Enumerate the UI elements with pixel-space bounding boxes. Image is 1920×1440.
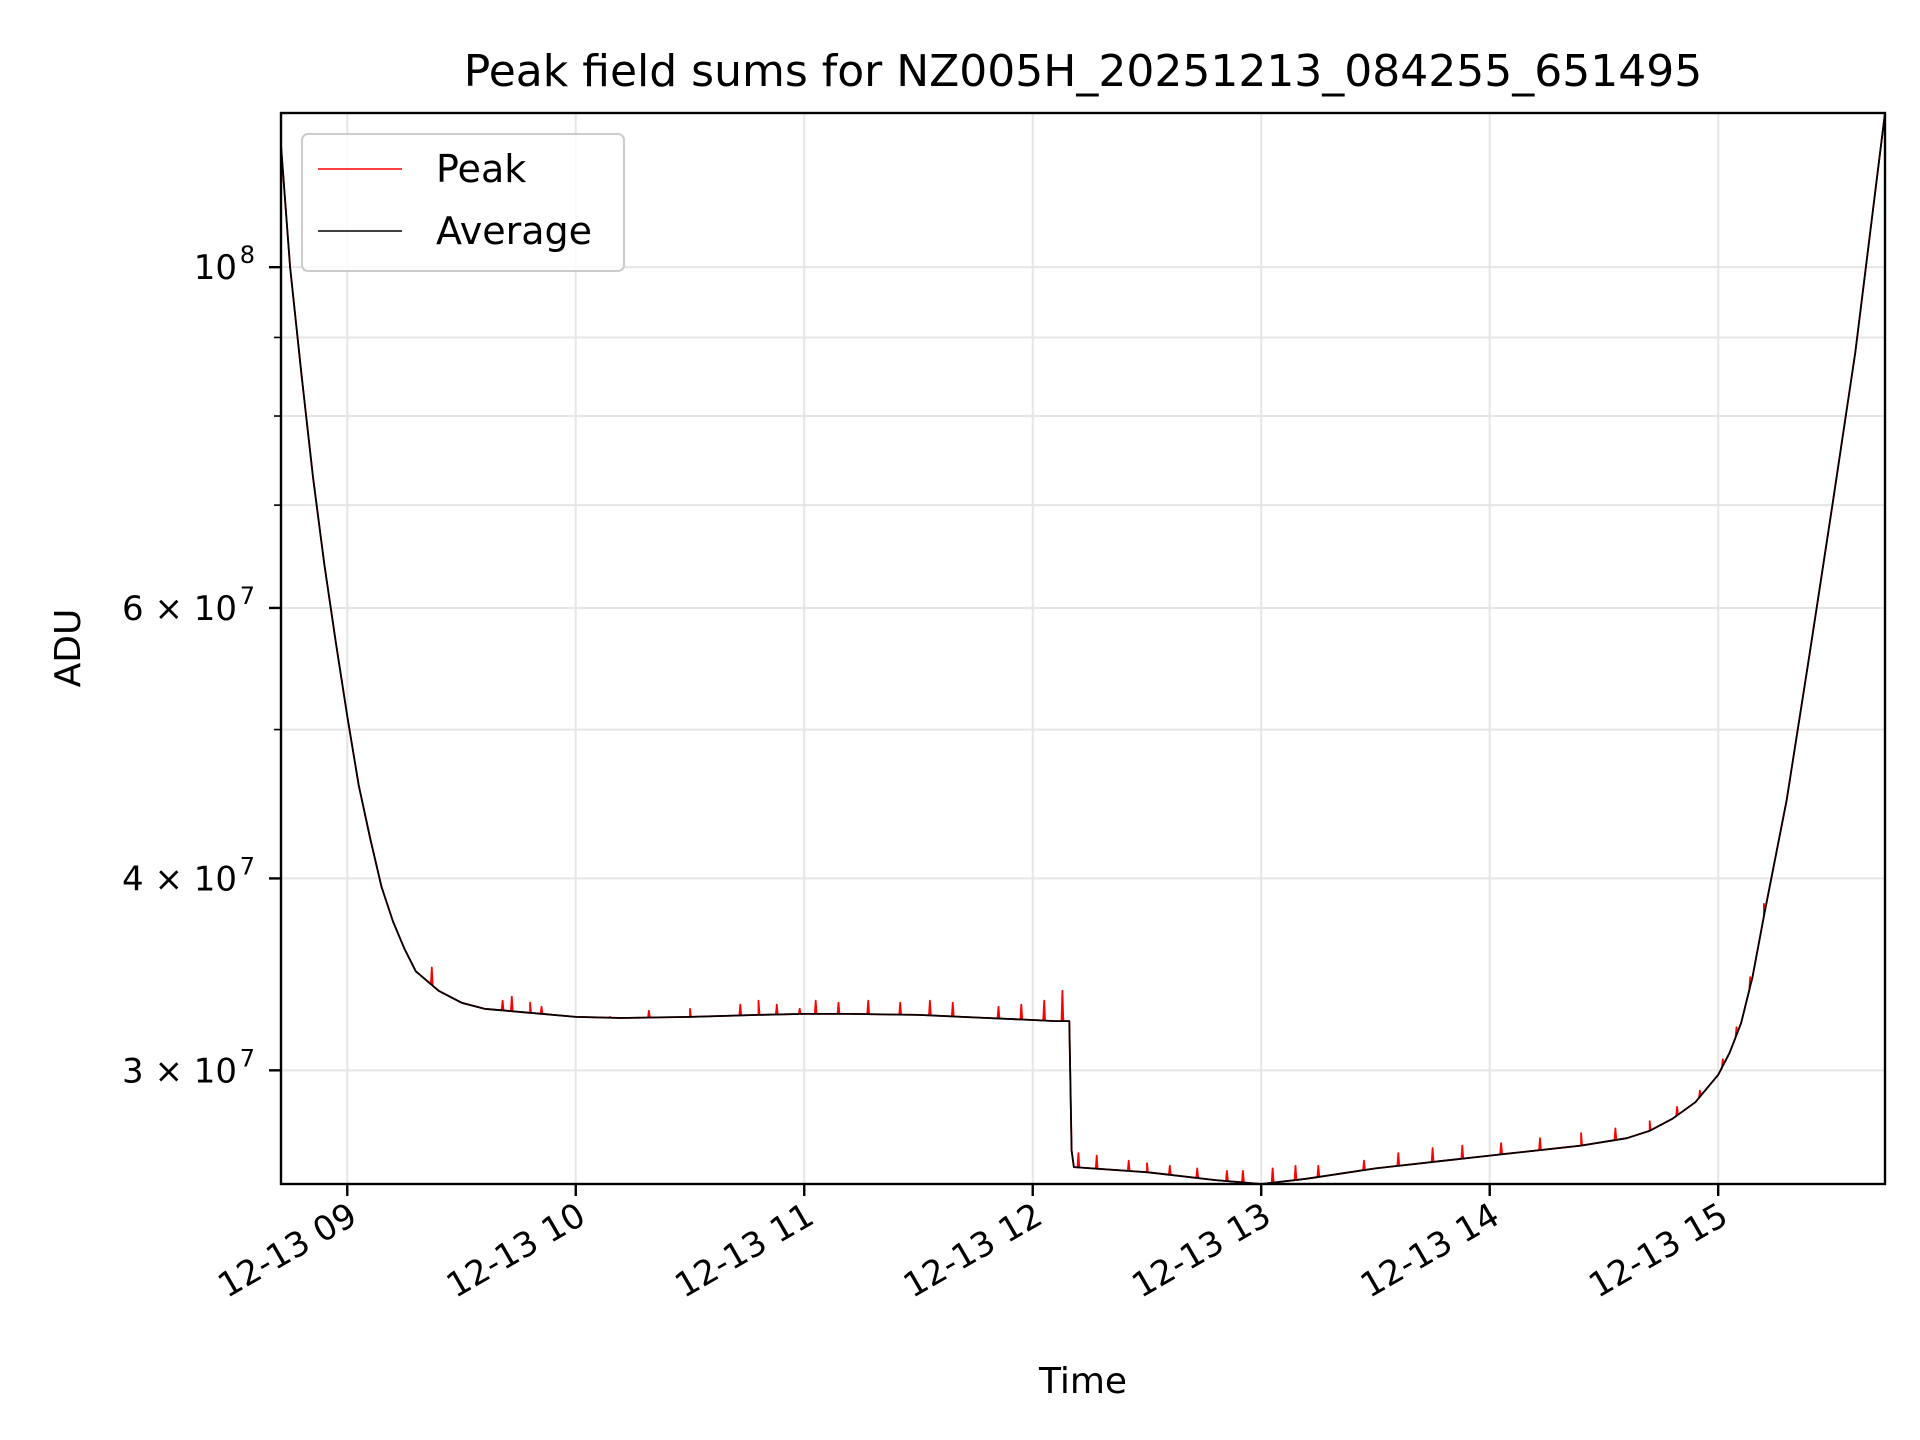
y-axis-label: ADU xyxy=(48,609,89,688)
y-tick-label: 4 × 10 xyxy=(122,859,237,899)
plot-frame xyxy=(279,111,1887,1186)
chart-title: Peak field sums for NZ005H_20251213_0842… xyxy=(464,46,1702,97)
y-tick-label: 10 xyxy=(194,248,237,288)
series-line-average xyxy=(280,112,1886,1185)
series-layer xyxy=(280,112,1886,1185)
y-tick-exponent: 7 xyxy=(240,1044,255,1072)
y-tick-exponent: 7 xyxy=(240,852,255,880)
y-tick-label: 6 × 10 xyxy=(122,589,237,629)
y-tick-exponent: 7 xyxy=(240,582,255,610)
legend-label-peak: Peak xyxy=(436,147,526,191)
legend: Peak Average xyxy=(301,133,625,272)
legend-label-average: Average xyxy=(436,209,592,253)
y-tick-exponent: 8 xyxy=(240,241,255,269)
y-tick-label: 3 × 10 xyxy=(122,1051,237,1091)
x-axis-label: Time xyxy=(1038,1361,1127,1402)
